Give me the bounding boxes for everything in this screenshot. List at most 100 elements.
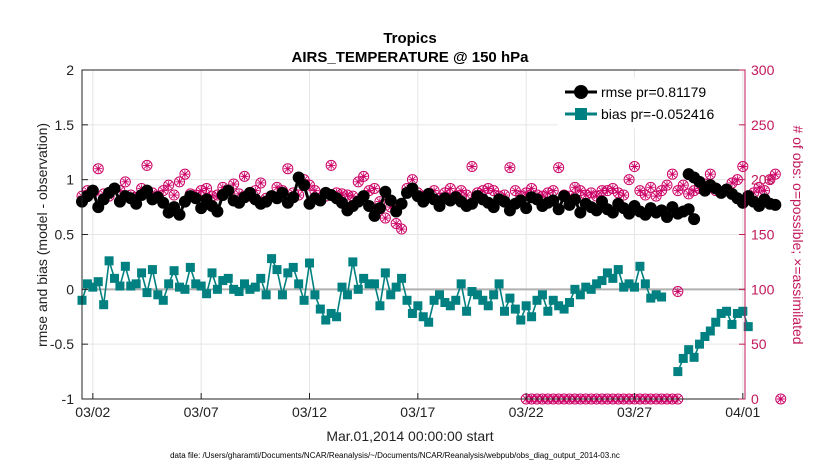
- obs-possible-point: [553, 162, 565, 174]
- bias-point: [375, 301, 385, 311]
- bias-point: [445, 301, 455, 311]
- bias-series: [77, 254, 753, 377]
- bias-point: [353, 284, 363, 294]
- bias-point: [532, 295, 542, 305]
- obs-assimilated-point: [94, 164, 103, 173]
- rmse-point: [298, 179, 311, 192]
- bias-point: [386, 290, 396, 300]
- obs-possible-point: [775, 393, 787, 405]
- obs-assimilated-point: [603, 186, 612, 195]
- x-tick-label: 03/22: [509, 404, 544, 420]
- obs-assimilated-point: [614, 188, 623, 197]
- obs-assimilated-point: [446, 184, 455, 193]
- bias-point: [283, 268, 293, 278]
- obs-assimilated-point: [430, 186, 439, 195]
- rmse-point: [552, 203, 565, 216]
- obs-possible-point: [358, 170, 370, 182]
- bias-point: [489, 290, 499, 300]
- bias-point: [651, 290, 661, 300]
- bias-point: [711, 317, 721, 327]
- bias-point: [402, 295, 412, 305]
- bias-point: [597, 276, 607, 286]
- bias-point: [158, 295, 168, 305]
- bias-point: [337, 282, 347, 292]
- obs-possible-point: [629, 161, 640, 173]
- rmse-point: [682, 203, 695, 216]
- obs-assimilated-point: [143, 161, 151, 170]
- obs-assimilated-point: [159, 186, 168, 195]
- bias-point: [169, 266, 179, 276]
- bias-point: [456, 279, 466, 289]
- rmse-point: [363, 199, 376, 212]
- bias-point: [272, 265, 282, 275]
- bias-point: [543, 306, 553, 316]
- x-tick-label: 03/07: [184, 404, 219, 420]
- bias-point: [104, 256, 114, 266]
- bias-point: [700, 331, 710, 341]
- bias-point: [548, 295, 558, 305]
- obs-assimilated-point: [755, 183, 764, 192]
- y-axis-right-label: # of obs: o=possible; ×=assimilated: [790, 125, 806, 344]
- x-tick-label: 03/27: [617, 404, 652, 420]
- bias-point: [315, 304, 325, 314]
- bias-point: [429, 295, 439, 305]
- obs-assimilated-point: [673, 287, 682, 296]
- bias-point: [359, 273, 369, 283]
- rmse-point: [498, 195, 511, 208]
- obs-possible-point: [174, 176, 185, 188]
- bias-point: [554, 301, 564, 311]
- x-tick-label: 03/17: [400, 404, 435, 420]
- bias-point: [391, 282, 401, 292]
- data-file-footnote: data file: /Users/gharamti/Documents/NCA…: [170, 451, 620, 460]
- bias-point: [294, 279, 304, 289]
- obs-possible-point: [677, 179, 689, 191]
- bias-point: [592, 279, 602, 289]
- x-tick-label: 03/12: [292, 404, 327, 420]
- obs-assimilated-point: [381, 214, 390, 223]
- rmse-point: [222, 184, 235, 197]
- y-tick-left-label: -1: [62, 391, 75, 407]
- bias-point: [624, 279, 634, 289]
- obs-assimilated-point: [592, 192, 601, 201]
- bias-point: [218, 276, 228, 286]
- obs-assimilated-point: [549, 186, 558, 195]
- obs-assimilated-point: [554, 163, 563, 172]
- bias-point: [516, 315, 526, 325]
- obs-assimilated-point: [365, 186, 374, 195]
- bias-point: [510, 304, 520, 314]
- obs-assimilated-point: [229, 180, 238, 189]
- bias-point: [164, 279, 174, 289]
- bias-point: [695, 339, 704, 349]
- bias-point: [635, 261, 645, 271]
- rmse-point: [769, 198, 782, 211]
- obs-assimilated-point: [484, 184, 493, 193]
- obs-possible-point: [769, 168, 781, 180]
- rmse-point: [395, 197, 408, 210]
- bias-point: [727, 319, 737, 329]
- bias-point: [462, 306, 472, 316]
- rmse-point: [357, 190, 370, 203]
- obs-possible-point: [282, 163, 294, 175]
- bias-point: [640, 279, 650, 289]
- obs-possible-point: [504, 162, 516, 174]
- rmse-point: [547, 194, 560, 207]
- bias-point: [467, 287, 477, 297]
- rmse-point: [373, 202, 386, 215]
- obs-assimilated-point: [511, 186, 520, 195]
- obs-possible-point: [325, 159, 337, 171]
- rmse-point: [661, 210, 673, 223]
- x-axis: 03/02 03/07 03/12 03/17 03/22 03/27 04/01: [75, 393, 761, 420]
- obs-assimilated-point: [500, 191, 509, 200]
- y-tick-left-label: -0.5: [50, 336, 74, 352]
- obs-assimilated-point: [527, 184, 536, 193]
- obs-assimilated-point: [478, 186, 487, 195]
- obs-possible-point: [618, 189, 630, 201]
- obs-assimilated-point: [256, 178, 265, 187]
- bias-point: [716, 308, 726, 318]
- bias-point: [494, 279, 504, 289]
- rmse-point: [130, 197, 143, 210]
- legend-box: [557, 77, 737, 129]
- rmse-point: [574, 206, 587, 219]
- legend-bias-marker: [575, 108, 587, 120]
- obs-possible-point: [645, 181, 657, 193]
